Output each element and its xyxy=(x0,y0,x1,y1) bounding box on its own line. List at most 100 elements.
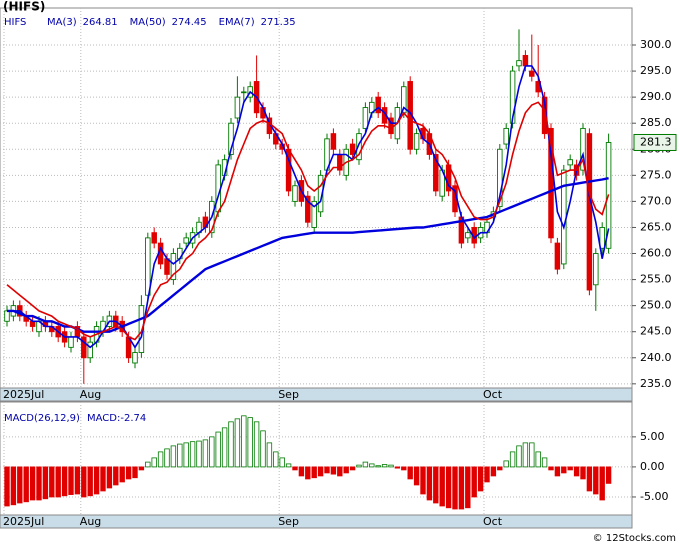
macd-bar xyxy=(138,466,145,471)
macd-bar xyxy=(106,466,113,489)
macd-bar xyxy=(55,466,61,498)
macd-bar xyxy=(74,466,81,495)
macd-bar xyxy=(228,421,234,468)
candle-body xyxy=(305,195,311,223)
macd-bar xyxy=(465,466,471,509)
candle-body xyxy=(241,91,247,94)
candle-body xyxy=(132,352,138,364)
macd-bar xyxy=(125,466,132,480)
macd-bar xyxy=(36,466,42,501)
macd-bar xyxy=(260,430,266,468)
candle-body xyxy=(183,237,189,244)
last-price: 281.3 xyxy=(640,135,672,148)
macd-bar xyxy=(484,466,490,483)
macd-bar xyxy=(81,466,87,498)
macd-bar xyxy=(196,440,202,468)
macd-bar xyxy=(17,466,23,504)
macd-bar xyxy=(561,466,567,474)
macd-bar xyxy=(10,466,17,506)
candle-body xyxy=(497,148,503,208)
candle-body xyxy=(580,127,586,171)
macd-bar xyxy=(317,466,324,477)
macd-bar xyxy=(266,442,273,468)
candle-body xyxy=(503,127,509,145)
candle-body xyxy=(548,127,554,239)
macd-bar xyxy=(554,466,561,477)
macd-bar xyxy=(490,466,497,477)
candle-body xyxy=(170,253,177,281)
candle-body xyxy=(234,96,241,119)
macd-bar xyxy=(234,418,241,468)
candle-body xyxy=(586,133,593,291)
y-tick-label: 250.0 xyxy=(640,299,672,312)
macd-bar xyxy=(279,457,285,468)
y-tick-label: 235.0 xyxy=(640,377,672,390)
candle-body xyxy=(151,232,157,244)
candle-body xyxy=(593,253,599,286)
macd-bar xyxy=(151,457,157,468)
macd-bar xyxy=(273,451,279,468)
macd-bar xyxy=(349,466,356,471)
candle-body xyxy=(4,310,10,322)
macd-bar xyxy=(497,466,503,471)
macd-bar xyxy=(375,465,381,468)
candle-body xyxy=(599,227,605,249)
macd-bar xyxy=(100,466,106,492)
macd-bar xyxy=(535,451,541,468)
chart-title: (HIFS) xyxy=(3,0,45,14)
y-tick-label: 295.0 xyxy=(640,64,672,77)
y-tick-label: 240.0 xyxy=(640,351,672,364)
macd-bar xyxy=(202,439,209,468)
macd-bar xyxy=(177,443,183,468)
macd-bar xyxy=(215,431,221,468)
macd-bar xyxy=(445,466,452,509)
macd-bar xyxy=(311,466,317,479)
legend-name: MA(50) xyxy=(130,17,166,28)
candle-body xyxy=(375,96,381,114)
macd-bar xyxy=(221,427,228,468)
macd-bar xyxy=(68,466,74,495)
ma-line xyxy=(7,65,610,349)
x-tick-label: Oct xyxy=(483,515,503,528)
macd-bar xyxy=(452,466,458,510)
y-tick-label: -5.00 xyxy=(640,490,668,503)
legend-value: 274.45 xyxy=(172,17,207,28)
macd-bar xyxy=(157,451,164,468)
macd-bar xyxy=(241,415,247,468)
macd-bar xyxy=(253,421,260,468)
y-tick-label: 300.0 xyxy=(640,38,672,51)
macd-bar xyxy=(356,464,362,468)
macd-bar xyxy=(145,461,151,468)
x-tick-label: 2025Jul xyxy=(3,388,44,401)
macd-bar xyxy=(567,466,573,471)
macd-bar xyxy=(413,466,420,486)
candle-body xyxy=(330,133,337,150)
legend-value: 271.35 xyxy=(261,17,296,28)
macd-bar xyxy=(503,460,509,468)
macd-bar xyxy=(298,466,305,477)
macd-bar xyxy=(573,466,580,477)
x-tick-label: Oct xyxy=(483,388,503,401)
candle-body xyxy=(362,107,369,129)
x-tick-label: Aug xyxy=(80,388,101,401)
candle-body xyxy=(554,242,561,270)
y-tick-label: 255.0 xyxy=(640,273,672,286)
macd-bar xyxy=(93,466,100,495)
macd-bar xyxy=(407,466,413,480)
candle-body xyxy=(529,70,535,77)
candle-body xyxy=(433,154,439,192)
macd-bar xyxy=(522,442,529,468)
macd-bar xyxy=(183,442,189,468)
candle-body xyxy=(522,54,529,67)
macd-bar xyxy=(509,451,516,468)
macd-bar xyxy=(388,464,394,468)
macd-label: MACD:-2.74 xyxy=(87,413,146,424)
candle-body xyxy=(413,133,420,150)
macd-bar xyxy=(458,466,465,510)
macd-bar xyxy=(548,466,554,471)
candle-body xyxy=(292,185,298,202)
macd-bar xyxy=(113,466,119,486)
date-bar xyxy=(0,387,633,402)
macd-bar xyxy=(337,466,343,477)
